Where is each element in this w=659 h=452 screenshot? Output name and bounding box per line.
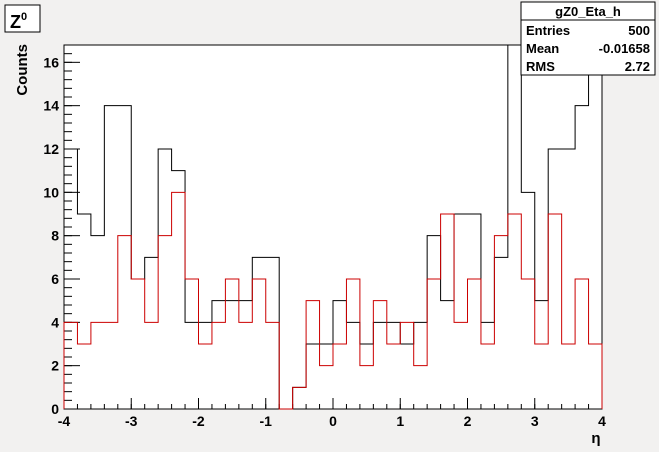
y-tick-label: 16 <box>43 54 59 70</box>
y-tick-label: 4 <box>51 314 59 330</box>
x-axis-title: η <box>591 430 600 447</box>
x-tick-label: -2 <box>192 413 205 429</box>
corner-label-superscript: 0 <box>21 11 27 23</box>
y-tick-label: 8 <box>51 228 59 244</box>
x-tick-label: -3 <box>125 413 138 429</box>
y-tick-label: 0 <box>51 401 59 417</box>
stats-mean-value: -0.01658 <box>599 41 650 56</box>
y-tick-label: 2 <box>51 358 59 374</box>
stats-box-frame <box>520 1 656 76</box>
x-tick-label: 1 <box>396 413 404 429</box>
y-axis-title: Counts <box>14 44 31 96</box>
corner-label-frame <box>4 4 41 33</box>
x-tick-label: 2 <box>464 413 472 429</box>
stats-rms-value: 2.72 <box>625 59 650 74</box>
histogram-series-1 <box>63 191 603 410</box>
stats-box: gZ0_Eta_h Entries 500 Mean -0.01658 RMS … <box>520 1 656 76</box>
x-tick-label: 0 <box>329 413 337 429</box>
stats-histogram-name: gZ0_Eta_h <box>555 4 621 19</box>
corner-label-text: Z0 <box>10 11 27 32</box>
stats-rms-label: RMS <box>526 59 555 74</box>
y-tick-label: 12 <box>43 141 59 157</box>
stats-entries-value: 500 <box>628 23 650 38</box>
x-tick-label: 4 <box>598 413 606 429</box>
x-tick-label: 3 <box>531 413 539 429</box>
x-tick-label: -1 <box>260 413 273 429</box>
stats-mean-label: Mean <box>526 41 559 56</box>
corner-label-main: Z <box>10 12 21 32</box>
axis-labels: η Counts <box>14 44 601 447</box>
y-tick-label: 10 <box>43 184 59 200</box>
stats-entries-label: Entries <box>526 23 570 38</box>
x-tick-label: -4 <box>58 413 71 429</box>
y-tick-label: 14 <box>43 98 59 114</box>
y-tick-label: 6 <box>51 271 59 287</box>
corner-label-box: Z0 <box>4 4 41 33</box>
